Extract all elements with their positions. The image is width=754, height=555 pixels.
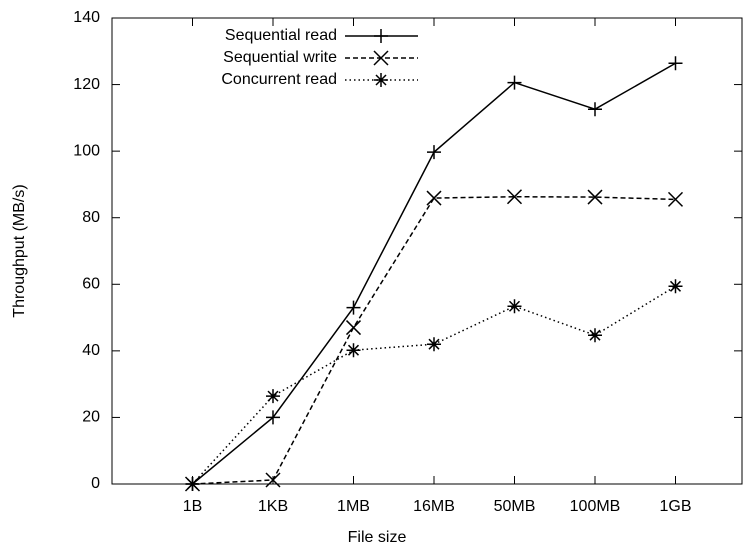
legend-marker xyxy=(374,29,388,43)
point-marker xyxy=(266,389,280,404)
x-axis-title: File size xyxy=(348,529,407,546)
x-tick-label: 16MB xyxy=(413,498,455,515)
point-marker xyxy=(266,410,280,425)
y-tick-label: 100 xyxy=(73,142,100,159)
point-marker xyxy=(346,343,361,358)
x-tick-label: 1B xyxy=(183,498,203,515)
legend-label: Sequential write xyxy=(223,49,337,66)
point-marker xyxy=(588,102,602,117)
y-axis-title: Throughput (MB/s) xyxy=(11,184,28,317)
y-tick-label: 80 xyxy=(82,209,100,226)
point-marker xyxy=(427,145,441,160)
x-tick-label: 100MB xyxy=(570,498,621,515)
point-marker xyxy=(185,477,200,491)
legend-label: Sequential read xyxy=(225,27,337,44)
series-line xyxy=(191,285,676,485)
y-tick-label: 60 xyxy=(82,276,100,293)
point-marker xyxy=(587,189,603,205)
point-marker xyxy=(426,190,442,206)
point-marker xyxy=(345,320,362,336)
y-tick-label: 20 xyxy=(82,409,100,426)
series-line xyxy=(192,62,676,485)
x-tick-label: 1MB xyxy=(337,498,370,515)
point-marker xyxy=(507,299,522,314)
point-marker xyxy=(668,56,683,71)
point-marker xyxy=(506,189,523,205)
legend-marker xyxy=(373,50,389,66)
point-marker xyxy=(346,300,361,315)
point-marker xyxy=(427,337,441,352)
point-marker xyxy=(668,279,683,294)
legend-marker xyxy=(374,73,388,87)
point-marker xyxy=(265,472,281,488)
y-tick-label: 120 xyxy=(73,76,100,93)
x-tick-label: 50MB xyxy=(494,498,536,515)
y-tick-label: 40 xyxy=(82,342,100,359)
y-tick-label: 0 xyxy=(91,475,100,492)
x-tick-label: 1KB xyxy=(258,498,288,515)
point-marker xyxy=(588,328,602,343)
plot-frame xyxy=(111,17,743,485)
point-marker xyxy=(507,75,522,90)
x-tick-label: 1GB xyxy=(659,498,691,515)
legend-label: Concurrent read xyxy=(221,71,337,88)
point-marker xyxy=(667,191,684,207)
y-tick-label: 140 xyxy=(73,9,100,26)
